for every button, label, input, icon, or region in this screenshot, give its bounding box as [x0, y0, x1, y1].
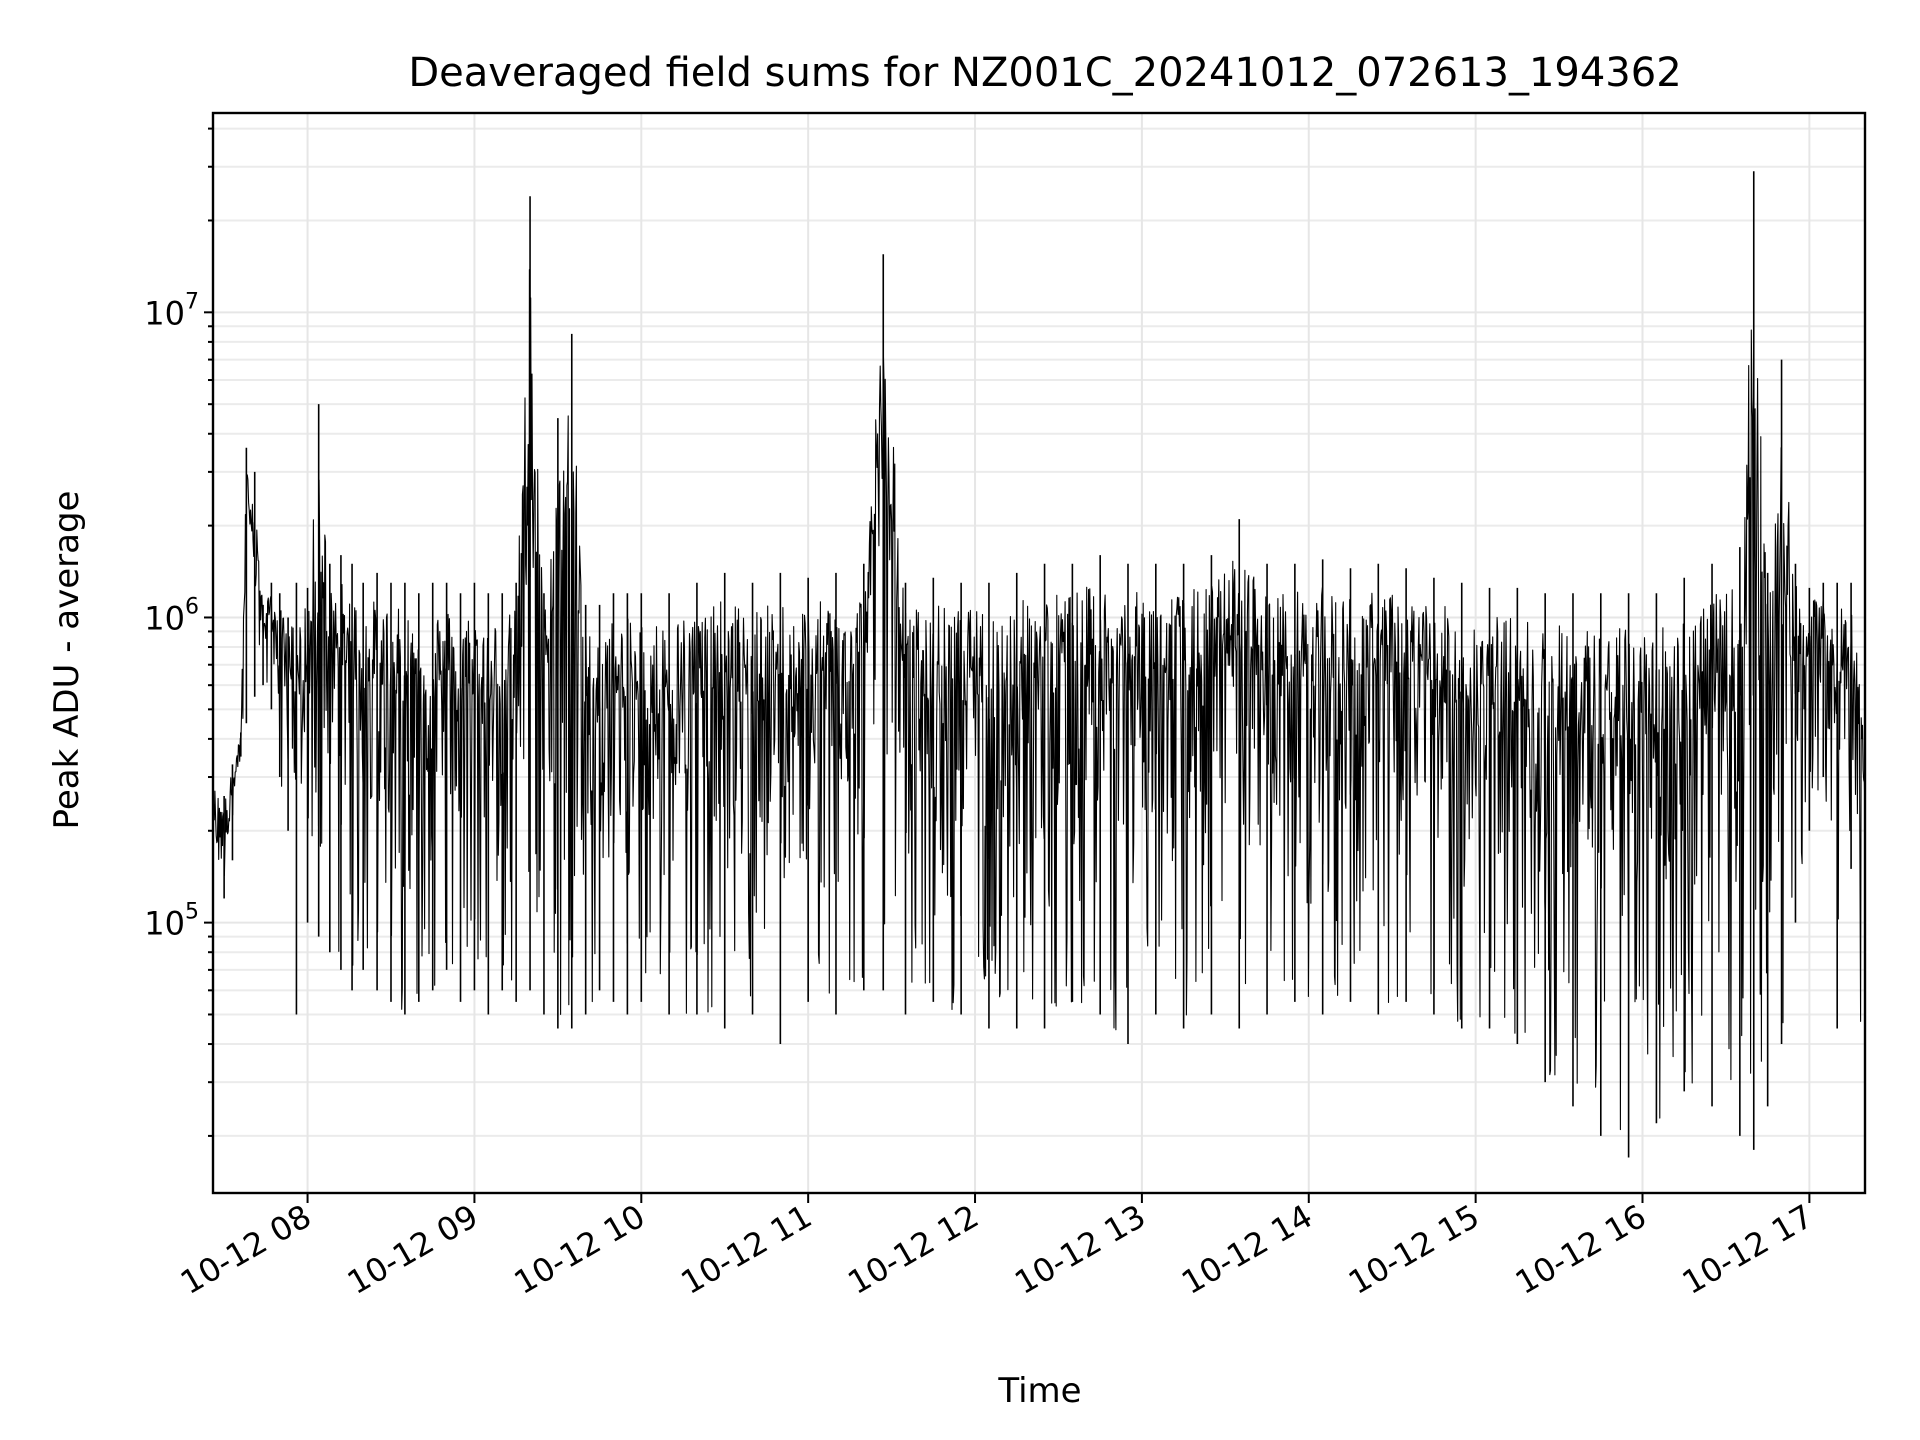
- plot-frame: [211, 111, 1867, 1195]
- y-tick-label: 106: [144, 594, 199, 637]
- chart-title: Deaveraged field sums for NZ001C_2024101…: [408, 50, 1681, 96]
- x-axis-label: Time: [997, 1371, 1081, 1411]
- y-axis-ticks: 105 106 107: [144, 127, 213, 1137]
- series-layer: [212, 171, 1866, 1158]
- y-tick-label: 105: [144, 900, 199, 943]
- y-tick-label: 107: [144, 289, 199, 332]
- y-axis-label: Peak ADU - average: [47, 491, 87, 830]
